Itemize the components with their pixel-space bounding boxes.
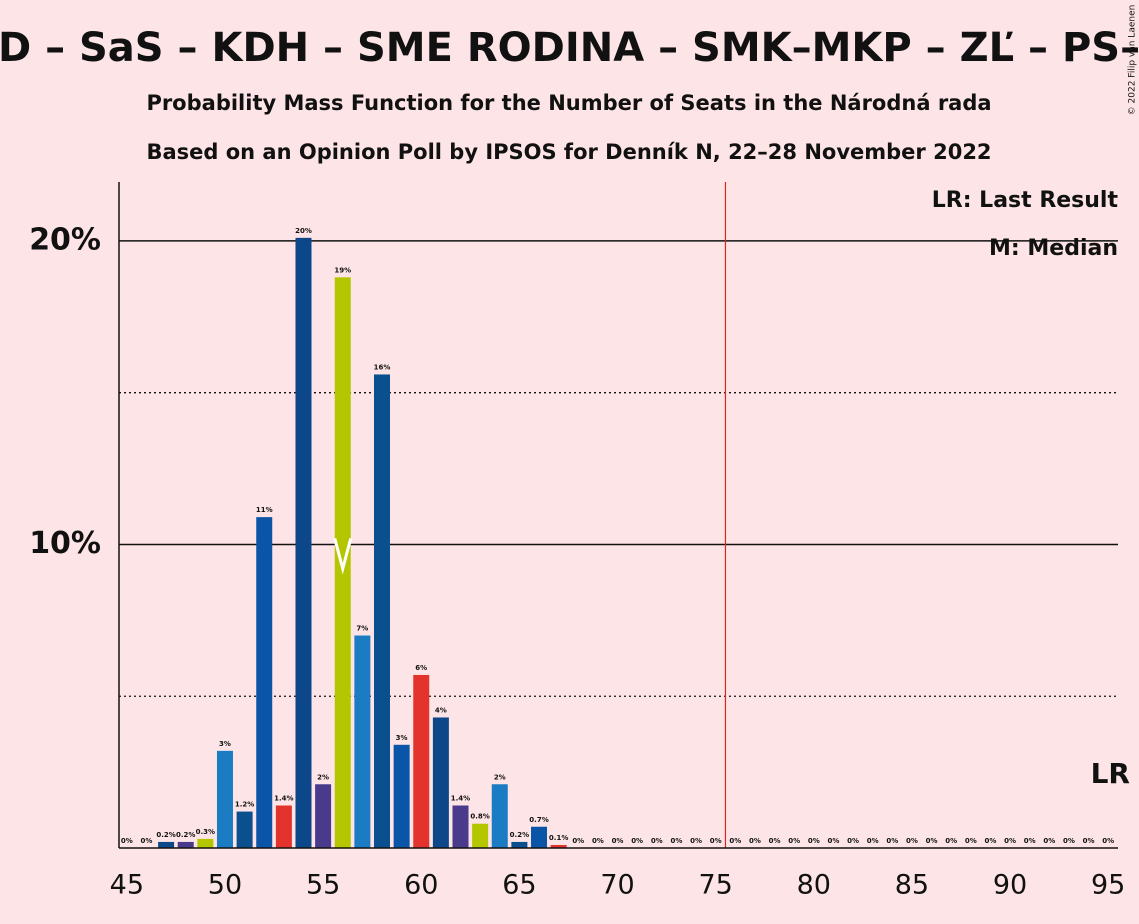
bar bbox=[334, 277, 351, 849]
value-label: 0% bbox=[631, 837, 643, 845]
bar bbox=[236, 811, 253, 848]
legend-entry: M: Median bbox=[989, 236, 1118, 261]
x-tick-label: 70 bbox=[600, 870, 634, 901]
bar bbox=[256, 517, 273, 848]
bar bbox=[393, 744, 410, 848]
bar bbox=[295, 237, 312, 849]
x-tick-label: 85 bbox=[895, 870, 929, 901]
value-label: 1.2% bbox=[235, 801, 254, 809]
bar bbox=[472, 823, 489, 848]
value-label: 4% bbox=[435, 706, 447, 714]
value-label: 0.2% bbox=[176, 831, 195, 839]
x-tick-label: 60 bbox=[404, 870, 438, 901]
value-label: 3% bbox=[219, 740, 231, 748]
bar bbox=[216, 750, 233, 848]
chart-subtitle: Probability Mass Function for the Number… bbox=[146, 91, 991, 115]
value-label: 0% bbox=[945, 837, 957, 845]
median-marker bbox=[333, 537, 353, 575]
value-label: 16% bbox=[374, 363, 391, 371]
value-label: 0% bbox=[1024, 837, 1036, 845]
value-label: 0% bbox=[670, 837, 682, 845]
bar bbox=[413, 674, 430, 848]
value-label: 0.7% bbox=[529, 816, 548, 824]
value-label: 0.8% bbox=[470, 813, 489, 821]
value-label: 0% bbox=[788, 837, 800, 845]
value-label: 0% bbox=[729, 837, 741, 845]
value-label: 19% bbox=[334, 266, 351, 274]
value-label: 0% bbox=[886, 837, 898, 845]
x-tick-label: 90 bbox=[993, 870, 1027, 901]
value-label: 0% bbox=[867, 837, 879, 845]
x-tick-label: 45 bbox=[110, 870, 144, 901]
bar bbox=[315, 784, 332, 848]
value-label: 0.2% bbox=[510, 831, 529, 839]
value-label: 0% bbox=[1043, 837, 1055, 845]
bar bbox=[531, 826, 548, 848]
value-label: 0% bbox=[651, 837, 663, 845]
value-label: 0% bbox=[926, 837, 938, 845]
value-label: 1.4% bbox=[274, 795, 293, 803]
bar bbox=[432, 717, 449, 848]
value-label: 0% bbox=[808, 837, 820, 845]
value-label: 0% bbox=[749, 837, 761, 845]
value-label: 0% bbox=[769, 837, 781, 845]
value-label: 0% bbox=[710, 837, 722, 845]
copyright: © 2022 Filip van Laenen bbox=[1128, 5, 1138, 116]
bar bbox=[177, 841, 194, 848]
x-tick-label: 50 bbox=[208, 870, 242, 901]
value-label: 0% bbox=[906, 837, 918, 845]
value-label: 0% bbox=[1004, 837, 1016, 845]
bar bbox=[491, 784, 508, 848]
value-label: 20% bbox=[295, 227, 312, 235]
x-tick-label: 80 bbox=[797, 870, 831, 901]
chart-subtitle: Based on an Opinion Poll by IPSOS for De… bbox=[146, 140, 991, 164]
bar bbox=[550, 844, 567, 848]
x-tick-label: 95 bbox=[1091, 870, 1125, 901]
bar bbox=[275, 805, 292, 848]
value-label: 0% bbox=[612, 837, 624, 845]
value-label: 11% bbox=[256, 506, 273, 514]
value-label: 0% bbox=[847, 837, 859, 845]
bar bbox=[158, 841, 175, 848]
value-label: 0.2% bbox=[156, 831, 175, 839]
y-tick-label: 20% bbox=[29, 222, 101, 257]
value-label: 0.3% bbox=[196, 828, 215, 836]
value-label: 7% bbox=[356, 625, 368, 633]
value-label: 0% bbox=[141, 837, 153, 845]
value-label: 0% bbox=[1102, 837, 1114, 845]
y-tick-label: 10% bbox=[29, 526, 101, 561]
value-label: 0% bbox=[572, 837, 584, 845]
chart-title: D – SaS – KDH – SME RODINA – SMK–MKP – Z… bbox=[0, 25, 1139, 71]
value-label: 0% bbox=[592, 837, 604, 845]
value-label: 0% bbox=[121, 837, 133, 845]
x-tick-label: 55 bbox=[306, 870, 340, 901]
x-tick-label: 75 bbox=[698, 870, 732, 901]
value-label: 2% bbox=[317, 773, 329, 781]
bar bbox=[197, 838, 214, 848]
value-label: 0% bbox=[690, 837, 702, 845]
value-label: 0% bbox=[965, 837, 977, 845]
value-label: 0% bbox=[984, 837, 996, 845]
value-label: 0% bbox=[1083, 837, 1095, 845]
bar bbox=[452, 805, 469, 848]
bar bbox=[511, 841, 528, 848]
value-label: 0% bbox=[1063, 837, 1075, 845]
lr-label: LR bbox=[1091, 757, 1130, 790]
bar bbox=[354, 635, 371, 848]
bar bbox=[373, 374, 390, 848]
legend-entry: LR: Last Result bbox=[932, 188, 1119, 213]
x-tick-label: 65 bbox=[502, 870, 536, 901]
value-label: 1.4% bbox=[451, 795, 470, 803]
value-label: 3% bbox=[396, 734, 408, 742]
value-label: 0% bbox=[827, 837, 839, 845]
value-label: 0.1% bbox=[549, 834, 568, 842]
value-label: 2% bbox=[494, 773, 506, 781]
value-label: 6% bbox=[415, 664, 427, 672]
